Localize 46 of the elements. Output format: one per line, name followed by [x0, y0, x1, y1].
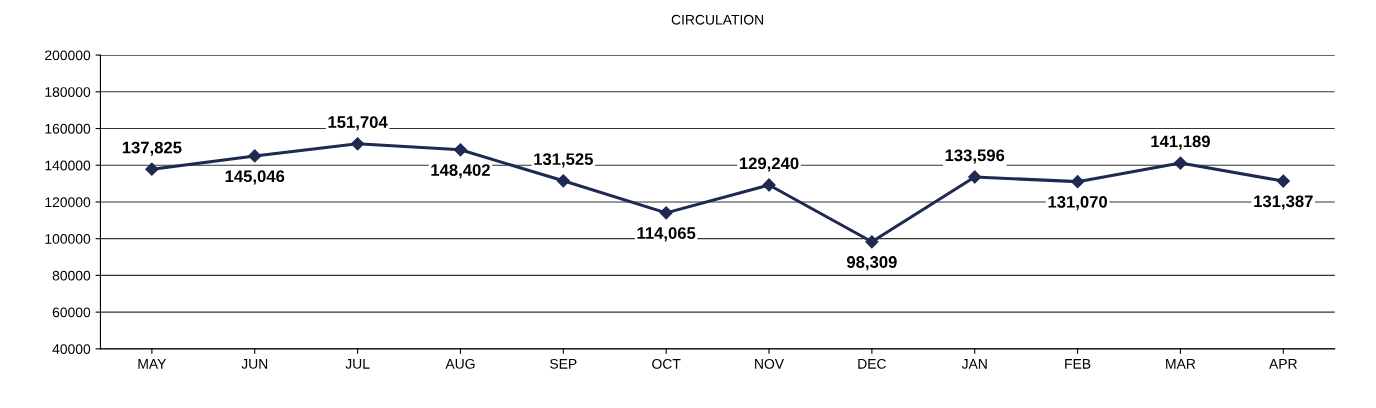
x-tick-label: APR [1269, 359, 1297, 369]
y-tick-label: 180000 [45, 87, 91, 97]
y-tick-label: 160000 [45, 123, 91, 134]
point [865, 235, 879, 249]
data-label: 148,402 [431, 164, 490, 179]
point [762, 178, 776, 192]
point [968, 170, 982, 184]
chart-title: CIRCULATION [671, 14, 764, 25]
point [1276, 174, 1290, 188]
x-tick-label: JAN [961, 359, 987, 369]
point [659, 206, 673, 220]
y-tick-label: 200000 [45, 50, 91, 61]
x-tick-label: MAY [138, 359, 167, 369]
x-tick-label: MAR [1166, 359, 1196, 369]
point [556, 174, 570, 188]
x-tick-label: JUN [241, 359, 268, 369]
y-tick-label: 120000 [45, 197, 91, 208]
point [145, 162, 159, 176]
y-tick-label: 60000 [52, 307, 91, 318]
data-label: 131,387 [1254, 195, 1313, 210]
x-tick-label: NOV [755, 358, 784, 369]
point [248, 149, 262, 163]
data-label: 131,070 [1048, 195, 1108, 211]
y-tick-label: 40000 [52, 344, 91, 355]
data-label: 137,825 [122, 141, 182, 156]
data-label: 114,065 [637, 227, 696, 242]
data-label: 133,596 [945, 149, 1005, 164]
point [1070, 175, 1085, 189]
point [1173, 156, 1188, 170]
data-label: 129,240 [739, 157, 799, 172]
y-tick-label: 140000 [45, 160, 91, 171]
x-tick-label: DEC [858, 358, 886, 369]
x-tick-label: FEB [1065, 359, 1091, 369]
data-label: 98,309 [846, 256, 897, 271]
y-tick-label: 100000 [45, 234, 91, 244]
data-label: 151,704 [328, 116, 388, 131]
x-tick-label: JUL [345, 359, 370, 369]
data-label: 141,189 [1151, 135, 1210, 150]
x-tick-label: SEP [550, 358, 577, 369]
data-label: 131,525 [534, 153, 593, 168]
x-tick-label: OCT [652, 358, 681, 369]
y-tick-label: 80000 [52, 270, 91, 281]
data-label: 145,046 [225, 170, 285, 185]
x-tick-label: AUG [445, 358, 475, 369]
point [350, 137, 365, 151]
point [453, 143, 468, 157]
